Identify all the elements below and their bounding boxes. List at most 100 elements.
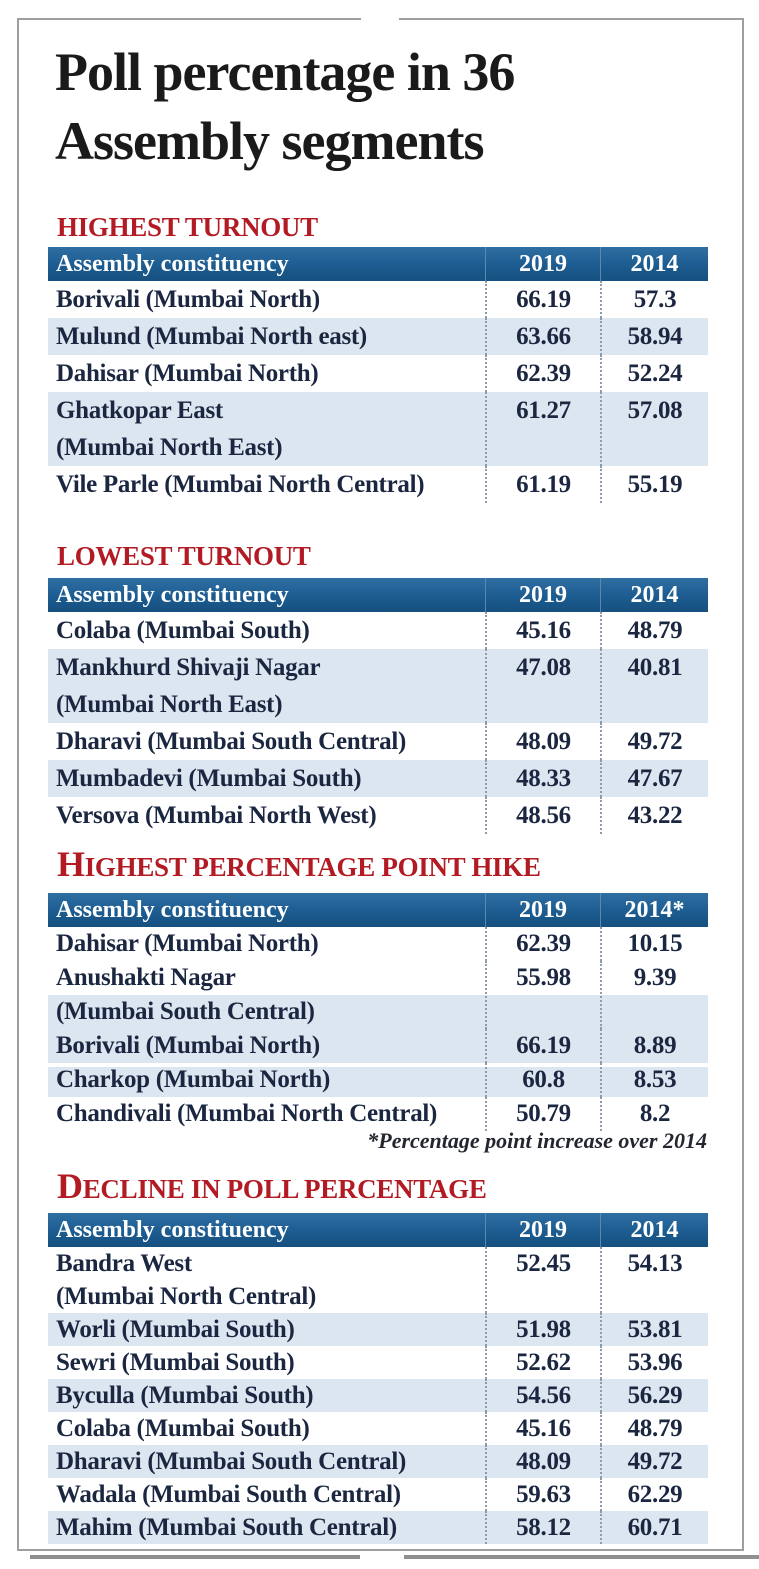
top-border-gap (361, 16, 399, 23)
turnout-value-cell: 55.98 (485, 961, 600, 1029)
table-decline: Assembly constituency 2019 2014 Bandra West… (48, 1213, 708, 1544)
turnout-value-cell: 10.15 (600, 927, 708, 961)
table-header-row: Assembly constituency 2019 2014 (48, 247, 708, 281)
constituency-cell: Sewri (Mumbai South) (56, 1349, 295, 1376)
table-row: Ghatkopar East (Mumbai North East) 61.27 5… (48, 392, 708, 466)
turnout-value-cell: 40.81 (600, 649, 708, 723)
column-header-year: 2019 (485, 893, 600, 927)
table-row: Colaba (Mumbai South) 45.16 48.79 (48, 612, 708, 649)
table-highest-hike: Assembly constituency 2019 2014* Dahisar (M… (48, 893, 708, 1131)
turnout-value-cell: 59.63 (485, 1478, 600, 1511)
turnout-value-cell: 62.39 (485, 927, 600, 961)
turnout-value-cell: 61.27 (485, 392, 600, 466)
turnout-value-cell: 52.62 (485, 1346, 600, 1379)
constituency-cell: Dharavi (Mumbai South Central) (56, 1448, 407, 1475)
table-highest-turnout: Assembly constituency 2019 2014 Borivali (M… (48, 247, 708, 503)
constituency-cell: Borivali (Mumbai North) (56, 286, 320, 313)
column-header-year: 2014 (600, 1213, 708, 1247)
constituency-cell: Anushakti Nagar (Mumbai South Central) (56, 964, 315, 1025)
bottom-rule-left-segment (30, 1555, 360, 1559)
turnout-value-cell: 47.67 (600, 760, 708, 797)
turnout-value-cell: 8.89 (600, 1029, 708, 1063)
turnout-value-cell: 43.22 (600, 797, 708, 834)
turnout-value-cell: 66.19 (485, 281, 600, 318)
turnout-value-cell: 48.79 (600, 612, 708, 649)
infographic-frame: Poll percentage in 36 Assembly segments … (17, 18, 744, 1551)
column-header-constituency: Assembly constituency (56, 896, 289, 923)
turnout-value-cell: 56.29 (600, 1379, 708, 1412)
turnout-value-cell: 66.19 (485, 1029, 600, 1063)
section-heading-lowest-turnout: LOWEST TURNOUT (57, 541, 311, 571)
turnout-value-cell: 48.09 (485, 1445, 600, 1478)
turnout-value-cell: 62.39 (485, 355, 600, 392)
column-header-year: 2019 (485, 1213, 600, 1247)
turnout-value-cell: 61.19 (485, 466, 600, 503)
turnout-value-cell: 52.45 (485, 1247, 600, 1313)
turnout-value-cell: 55.19 (600, 466, 708, 503)
turnout-value-cell: 9.39 (600, 961, 708, 1029)
turnout-value-cell: 51.98 (485, 1313, 600, 1346)
column-header-year: 2019 (485, 578, 600, 612)
section-heading-decline: DECLINE IN POLL PERCENTAGE (57, 1166, 487, 1206)
column-header-year: 2014 (600, 578, 708, 612)
constituency-cell: Borivali (Mumbai North) (56, 1032, 320, 1059)
table-header-row: Assembly constituency 2019 2014 (48, 578, 708, 612)
table-row: Borivali (Mumbai North) 66.19 8.89 (48, 1029, 708, 1063)
footnote-percentage-point: *Percentage point increase over 2014 (367, 1128, 707, 1153)
table-row: Vile Parle (Mumbai North Central) 61.19 55… (48, 466, 708, 503)
table-row: Mahim (Mumbai South Central) 58.12 60.71 (48, 1511, 708, 1544)
infographic-title: Poll percentage in 36 Assembly segments (55, 42, 515, 171)
turnout-value-cell: 50.79 (485, 1097, 600, 1131)
constituency-cell: Versova (Mumbai North West) (56, 802, 377, 829)
turnout-value-cell: 57.3 (600, 281, 708, 318)
constituency-cell: Byculla (Mumbai South) (56, 1382, 314, 1409)
turnout-value-cell: 54.56 (485, 1379, 600, 1412)
table-row: Versova (Mumbai North West) 48.56 43.22 (48, 797, 708, 834)
turnout-value-cell: 57.08 (600, 392, 708, 466)
table-row: Chandivali (Mumbai North Central) 50.79 8.… (48, 1097, 708, 1131)
turnout-value-cell: 53.81 (600, 1313, 708, 1346)
table-row: Dharavi (Mumbai South Central) 48.09 49.72 (48, 1445, 708, 1478)
turnout-value-cell: 48.56 (485, 797, 600, 834)
column-header-year: 2019 (485, 247, 600, 281)
table-row: Sewri (Mumbai South) 52.62 53.96 (48, 1346, 708, 1379)
table-row: Anushakti Nagar (Mumbai South Central) 55… (48, 961, 708, 1029)
turnout-value-cell: 58.12 (485, 1511, 600, 1544)
constituency-cell: Wadala (Mumbai South Central) (56, 1481, 401, 1508)
turnout-value-cell: 45.16 (485, 612, 600, 649)
constituency-cell: Mahim (Mumbai South Central) (56, 1514, 397, 1541)
constituency-cell: Vile Parle (Mumbai North Central) (56, 471, 425, 498)
constituency-cell: Chandivali (Mumbai North Central) (56, 1100, 438, 1127)
table-row: Bandra West (Mumbai North Central) 52.45 5… (48, 1247, 708, 1313)
turnout-value-cell: 62.29 (600, 1478, 708, 1511)
constituency-cell: Dahisar (Mumbai North) (56, 930, 319, 957)
turnout-value-cell: 45.16 (485, 1412, 600, 1445)
column-header-constituency: Assembly constituency (56, 250, 289, 277)
table-row: Wadala (Mumbai South Central) 59.63 62.29 (48, 1478, 708, 1511)
table-row: Mumbadevi (Mumbai South) 48.33 47.67 (48, 760, 708, 797)
table-row: Byculla (Mumbai South) 54.56 56.29 (48, 1379, 708, 1412)
turnout-value-cell: 53.96 (600, 1346, 708, 1379)
section-heading-highest-hike: HIGHEST PERCENTAGE POINT HIKE (57, 844, 541, 884)
column-header-year: 2014 (600, 247, 708, 281)
turnout-value-cell: 60.71 (600, 1511, 708, 1544)
column-header-year: 2014* (600, 893, 708, 927)
turnout-value-cell: 49.72 (600, 723, 708, 760)
turnout-value-cell: 47.08 (485, 649, 600, 723)
constituency-cell: Bandra West (Mumbai North Central) (56, 1250, 317, 1310)
table-row: Charkop (Mumbai North) 60.8 8.53 (48, 1063, 708, 1097)
table-row: Mulund (Mumbai North east) 63.66 58.94 (48, 318, 708, 355)
bottom-rule-right-segment (404, 1555, 759, 1559)
table-row: Borivali (Mumbai North) 66.19 57.3 (48, 281, 708, 318)
table-lowest-turnout: Assembly constituency 2019 2014 Colaba (Mum… (48, 578, 708, 834)
constituency-cell: Mumbadevi (Mumbai South) (56, 765, 362, 792)
constituency-cell: Mankhurd Shivaji Nagar (Mumbai North Eas… (56, 654, 321, 718)
turnout-value-cell: 8.53 (600, 1063, 708, 1097)
table-row: Worli (Mumbai South) 51.98 53.81 (48, 1313, 708, 1346)
column-header-constituency: Assembly constituency (56, 1216, 289, 1243)
turnout-value-cell: 52.24 (600, 355, 708, 392)
turnout-value-cell: 63.66 (485, 318, 600, 355)
column-header-constituency: Assembly constituency (56, 581, 289, 608)
table-row: Colaba (Mumbai South) 45.16 48.79 (48, 1412, 708, 1445)
constituency-cell: Worli (Mumbai South) (56, 1316, 295, 1343)
